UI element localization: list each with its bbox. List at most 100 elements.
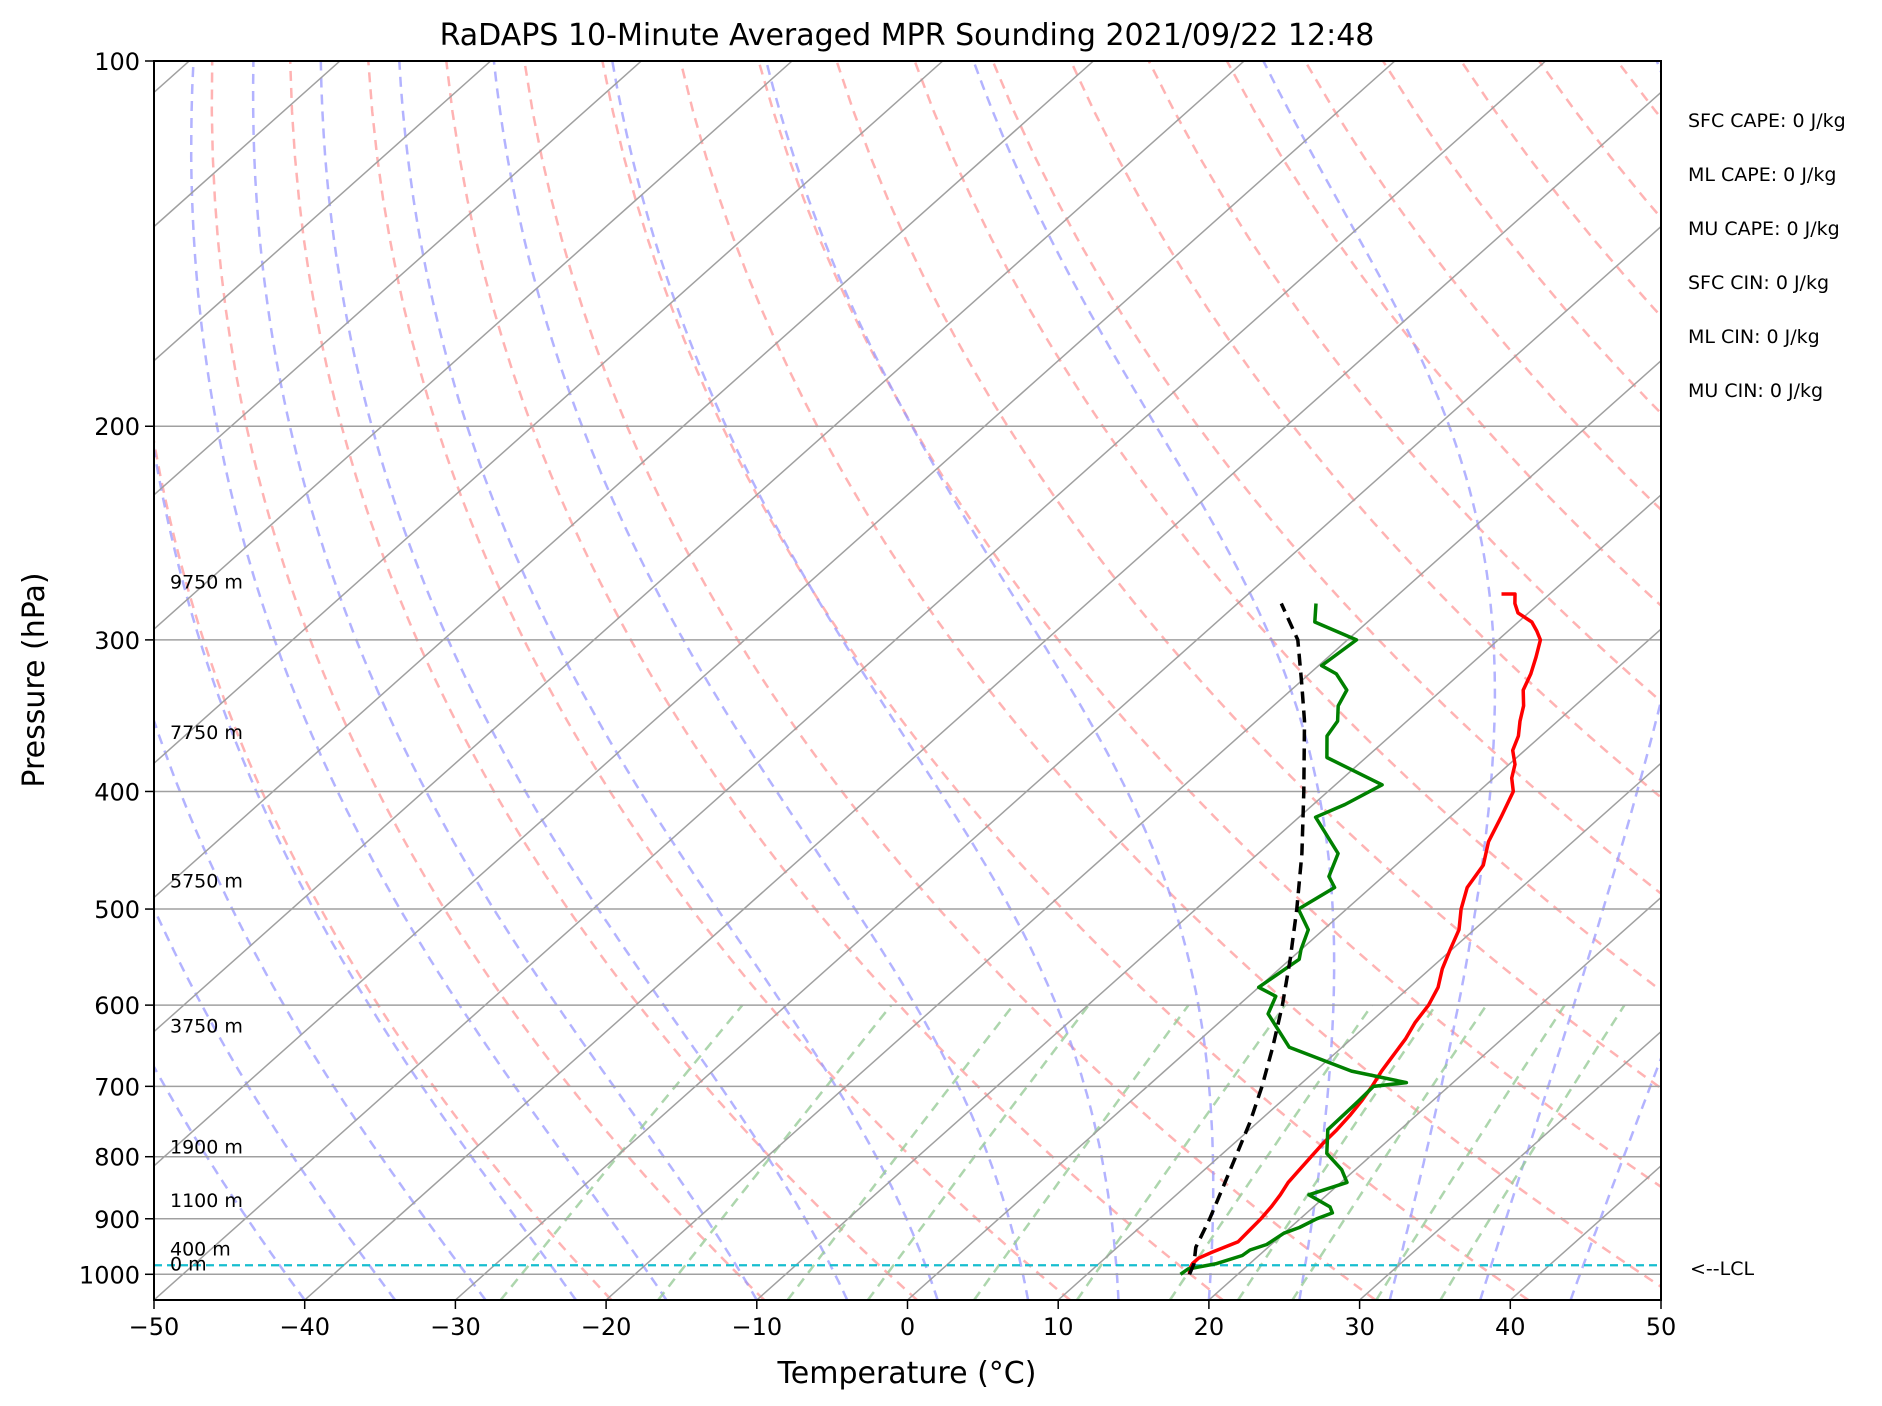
- dry-adiabat-line: [1773, 61, 1882, 1300]
- dry-adiabat-line: [1851, 61, 1882, 1300]
- dry-adiabat-line: [835, 61, 1661, 1090]
- dry-adiabat-line: [1460, 61, 1661, 318]
- x-tick-label: 0: [900, 1313, 915, 1341]
- dry-adiabat-line: [1147, 61, 1661, 704]
- isotherm-line: [1208, 896, 1661, 1300]
- grid-layer: [154, 61, 1882, 1300]
- height-label: 0 m: [170, 1254, 207, 1276]
- dry-adiabat-line: [1695, 61, 1882, 1300]
- parameter-info-box: SFC CAPE: 0 J/kg ML CAPE: 0 J/kg MU CAPE: …: [1688, 110, 1846, 402]
- isotherm-line: [1359, 1030, 1661, 1300]
- dewpoint-profile-line: [1179, 603, 1409, 1276]
- moist-adiabat-line: [251, 61, 758, 1300]
- info-line: SFC CAPE: 0 J/kg: [1688, 110, 1846, 132]
- y-axis-label: Pressure (hPa): [17, 572, 52, 787]
- dry-adiabat-line: [679, 61, 1661, 1289]
- dry-adiabat-line: [288, 61, 918, 1300]
- info-line: ML CIN: 0 J/kg: [1688, 326, 1820, 348]
- isotherm-line: [304, 91, 1661, 1300]
- dry-adiabat-line: [1538, 61, 1661, 220]
- isotherm-line: [454, 225, 1661, 1300]
- moist-adiabat-line: [319, 61, 849, 1300]
- chart-title: RaDAPS 10-Minute Averaged MPR Sounding 2…: [440, 18, 1375, 53]
- y-tick-label: 1000: [79, 1261, 140, 1289]
- mixing-ratio-line: [866, 1004, 1090, 1300]
- dry-adiabat-line: [991, 61, 1661, 896]
- moist-adiabat-line: [154, 716, 487, 1300]
- dry-adiabat-line: [1303, 61, 1661, 512]
- dry-adiabat-line: [367, 61, 1071, 1300]
- info-line: ML CAPE: 0 J/kg: [1688, 164, 1836, 186]
- x-tick-label: 50: [1646, 1313, 1677, 1341]
- moist-adiabat-line: [154, 1064, 306, 1300]
- x-tick-label: −10: [731, 1313, 782, 1341]
- height-label: 7750 m: [170, 722, 243, 744]
- isotherm-line: [154, 61, 1396, 1167]
- x-axis-label: Temperature (°C): [777, 1356, 1037, 1391]
- dry-adiabat-line: [757, 61, 1661, 1189]
- isotherm-line: [756, 493, 1661, 1300]
- mixing-ratio-line: [1375, 1004, 1566, 1300]
- isotherm-line: [1660, 1298, 1661, 1300]
- height-label: 1100 m: [170, 1190, 243, 1212]
- dry-adiabat-line: [445, 61, 1224, 1300]
- isotherm-line: [1509, 1164, 1661, 1300]
- isotherm-line: [154, 61, 642, 496]
- moist-adiabat-line: [1569, 1054, 1661, 1300]
- isotherm-line: [1057, 762, 1661, 1300]
- mixing-ratio-line: [657, 1004, 893, 1300]
- mixing-ratio-line: [1237, 1004, 1437, 1300]
- isotherm-line: [154, 61, 793, 631]
- isotherm-line: [154, 61, 1547, 1300]
- moist-adiabat-line: [611, 61, 1120, 1300]
- moist-adiabat-line: [1262, 61, 1497, 1300]
- height-label: 3750 m: [170, 1016, 243, 1038]
- mixing-ratio-line: [1439, 1004, 1626, 1300]
- x-axis-ticks: −50 −40 −30 −20 −10 0 10 20 30 40 50: [129, 1300, 1677, 1341]
- temperature-profile-line: [1187, 592, 1543, 1275]
- height-label: 9750 m: [170, 571, 243, 593]
- dry-adiabat-line: [1381, 61, 1661, 415]
- parcel-profile-line: [1187, 602, 1307, 1275]
- x-tick-label: −40: [279, 1313, 330, 1341]
- dry-adiabat-line: [210, 61, 766, 1300]
- moist-adiabat-line: [972, 61, 1336, 1300]
- y-tick-label: 900: [94, 1206, 140, 1234]
- y-tick-label: 800: [94, 1144, 140, 1172]
- mixing-ratio-line: [1168, 1004, 1374, 1300]
- x-tick-label: 10: [1043, 1313, 1074, 1341]
- info-line: MU CIN: 0 J/kg: [1688, 380, 1823, 402]
- height-label: 400 m: [170, 1239, 231, 1261]
- isotherm-line: [154, 61, 944, 765]
- info-line: MU CAPE: 0 J/kg: [1688, 218, 1840, 240]
- dry-adiabat-line: [1225, 61, 1661, 608]
- moist-adiabat-line: [492, 61, 1030, 1300]
- moist-adiabat-line: [154, 442, 577, 1300]
- dry-adiabat-line: [1616, 61, 1661, 120]
- moist-adiabat-line: [398, 61, 939, 1300]
- isotherm-line: [605, 359, 1661, 1300]
- height-label: 5750 m: [170, 871, 243, 893]
- y-tick-label: 500: [94, 896, 140, 924]
- y-tick-label: 200: [94, 413, 140, 441]
- mixing-ratio-line: [1075, 1004, 1287, 1300]
- x-tick-label: −30: [430, 1313, 481, 1341]
- x-tick-label: −50: [129, 1313, 180, 1341]
- isotherm-line: [907, 628, 1661, 1300]
- x-tick-label: 30: [1344, 1313, 1375, 1341]
- mixing-ratio-line: [786, 1004, 1015, 1300]
- moist-adiabat-line: [154, 905, 397, 1300]
- y-tick-label: 400: [94, 778, 140, 806]
- moist-adiabat-line: [1479, 61, 1661, 1300]
- x-tick-label: −20: [581, 1313, 632, 1341]
- isotherm-line: [154, 61, 1245, 1033]
- dry-adiabat-line: [154, 434, 613, 1300]
- dry-adiabat-line: [913, 61, 1661, 993]
- y-axis-ticks: 100 200 300 400 500 600 700 800 900 1000: [79, 48, 154, 1289]
- x-tick-label: 20: [1194, 1313, 1225, 1341]
- y-tick-label: 100: [94, 48, 140, 76]
- info-line: SFC CIN: 0 J/kg: [1688, 272, 1829, 294]
- y-tick-label: 700: [94, 1073, 140, 1101]
- lcl-label: <--LCL: [1690, 1258, 1754, 1280]
